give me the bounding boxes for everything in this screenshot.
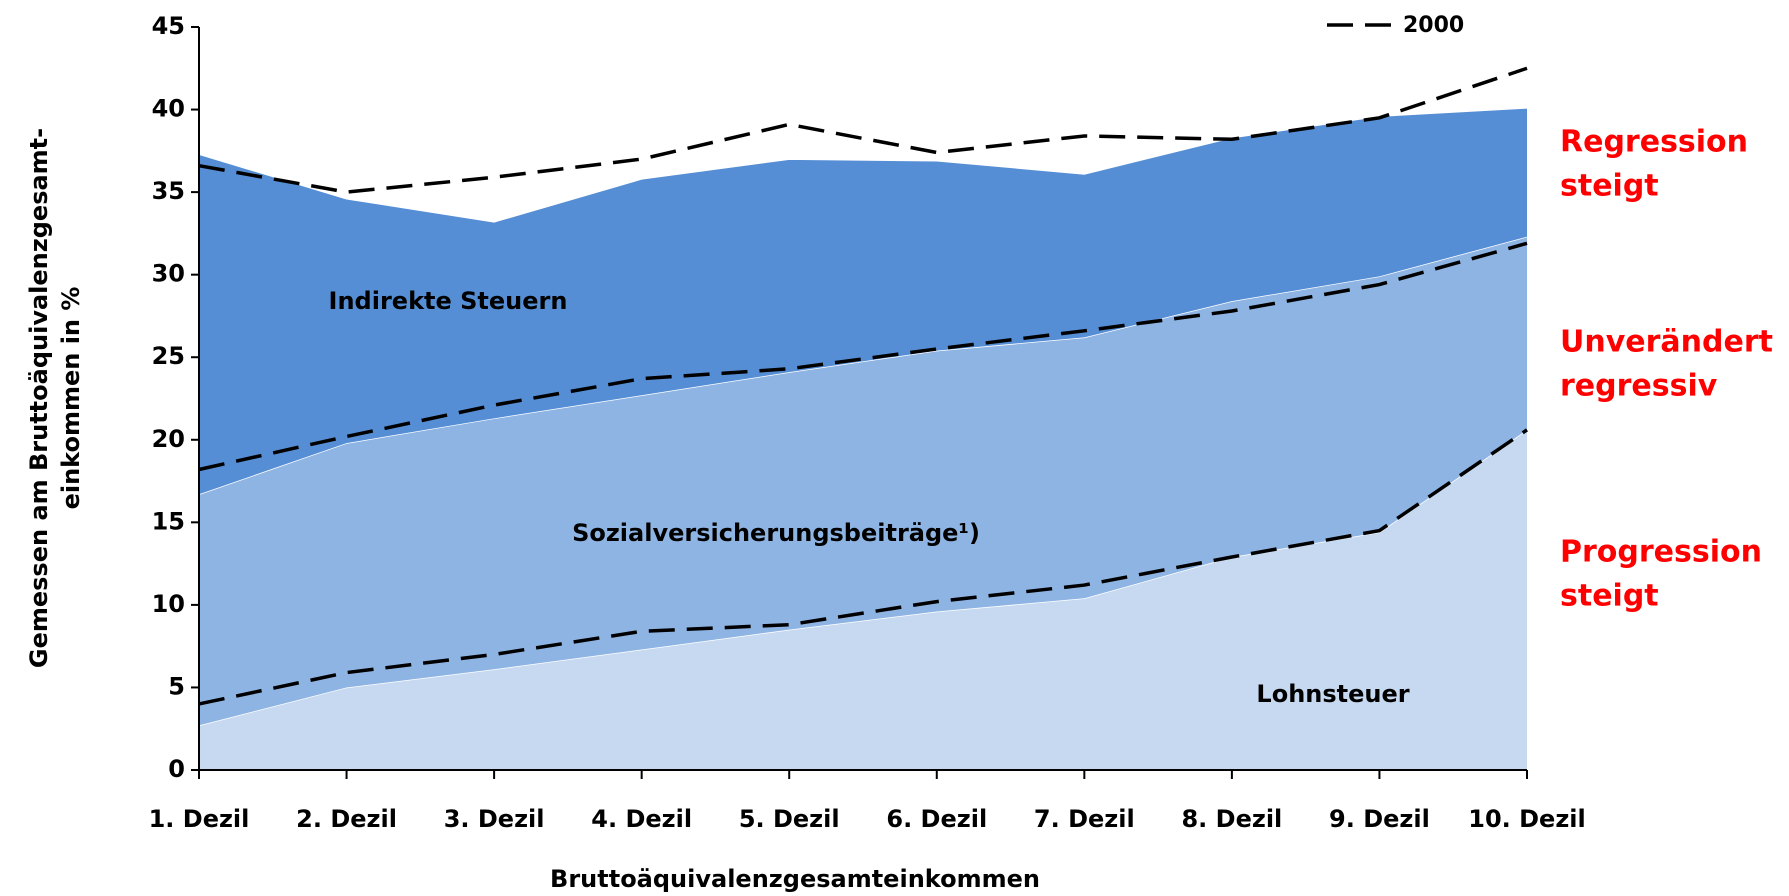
y-tick-label: 35 [152,177,185,205]
y-axis-label-line: Gemessen am Bruttoäquivalenzgesamt- [25,128,53,668]
series-label: Indirekte Steuern [329,287,568,315]
y-tick-label: 40 [152,95,185,123]
reference-line [198,428,1528,706]
x-tick-label: 10. Dezil [1468,805,1586,833]
annotation: regressiv [1560,369,1718,404]
y-axis-label-line: einkommen in % [57,287,85,510]
y-tick-label: 15 [152,507,185,535]
x-tick-label: 7. Dezil [1034,805,1135,833]
x-tick-label: 6. Dezil [886,805,987,833]
annotation: steigt [1560,169,1659,204]
annotation: steigt [1560,579,1659,614]
area [199,107,1527,495]
y-tick-label: 0 [168,755,185,783]
reference-line [198,66,1528,194]
x-tick-label: 8. Dezil [1181,805,1282,833]
y-tick-label: 20 [152,425,185,453]
annotation: Progression [1560,535,1762,570]
x-tick-label: 2. Dezil [296,805,397,833]
x-tick-label: 4. Dezil [591,805,692,833]
reference-line [198,241,1528,472]
annotation: Regression [1560,125,1748,160]
y-axis-label: Gemessen am Bruttoäquivalenzgesamt- eink… [25,128,85,668]
y-tick-label: 45 [152,12,185,40]
x-tick-label: 1. Dezil [149,805,250,833]
legend-label: 2000 [1403,13,1464,38]
area [199,429,1527,770]
area [199,236,1527,726]
x-axis-label: Bruttoäquivalenzgesamteinkommen [550,865,1040,893]
series-label: Sozialversicherungsbeiträge¹) [572,519,980,547]
y-tick-label: 10 [152,590,185,618]
y-tick-label: 25 [152,342,185,370]
x-tick-label: 9. Dezil [1329,805,1430,833]
y-tick-label: 5 [168,672,185,700]
x-tick-label: 3. Dezil [444,805,545,833]
annotation: Unverändert [1560,325,1773,360]
series-label: Lohnsteuer [1256,680,1409,708]
x-tick-label: 5. Dezil [739,805,840,833]
y-tick-label: 30 [152,260,185,288]
